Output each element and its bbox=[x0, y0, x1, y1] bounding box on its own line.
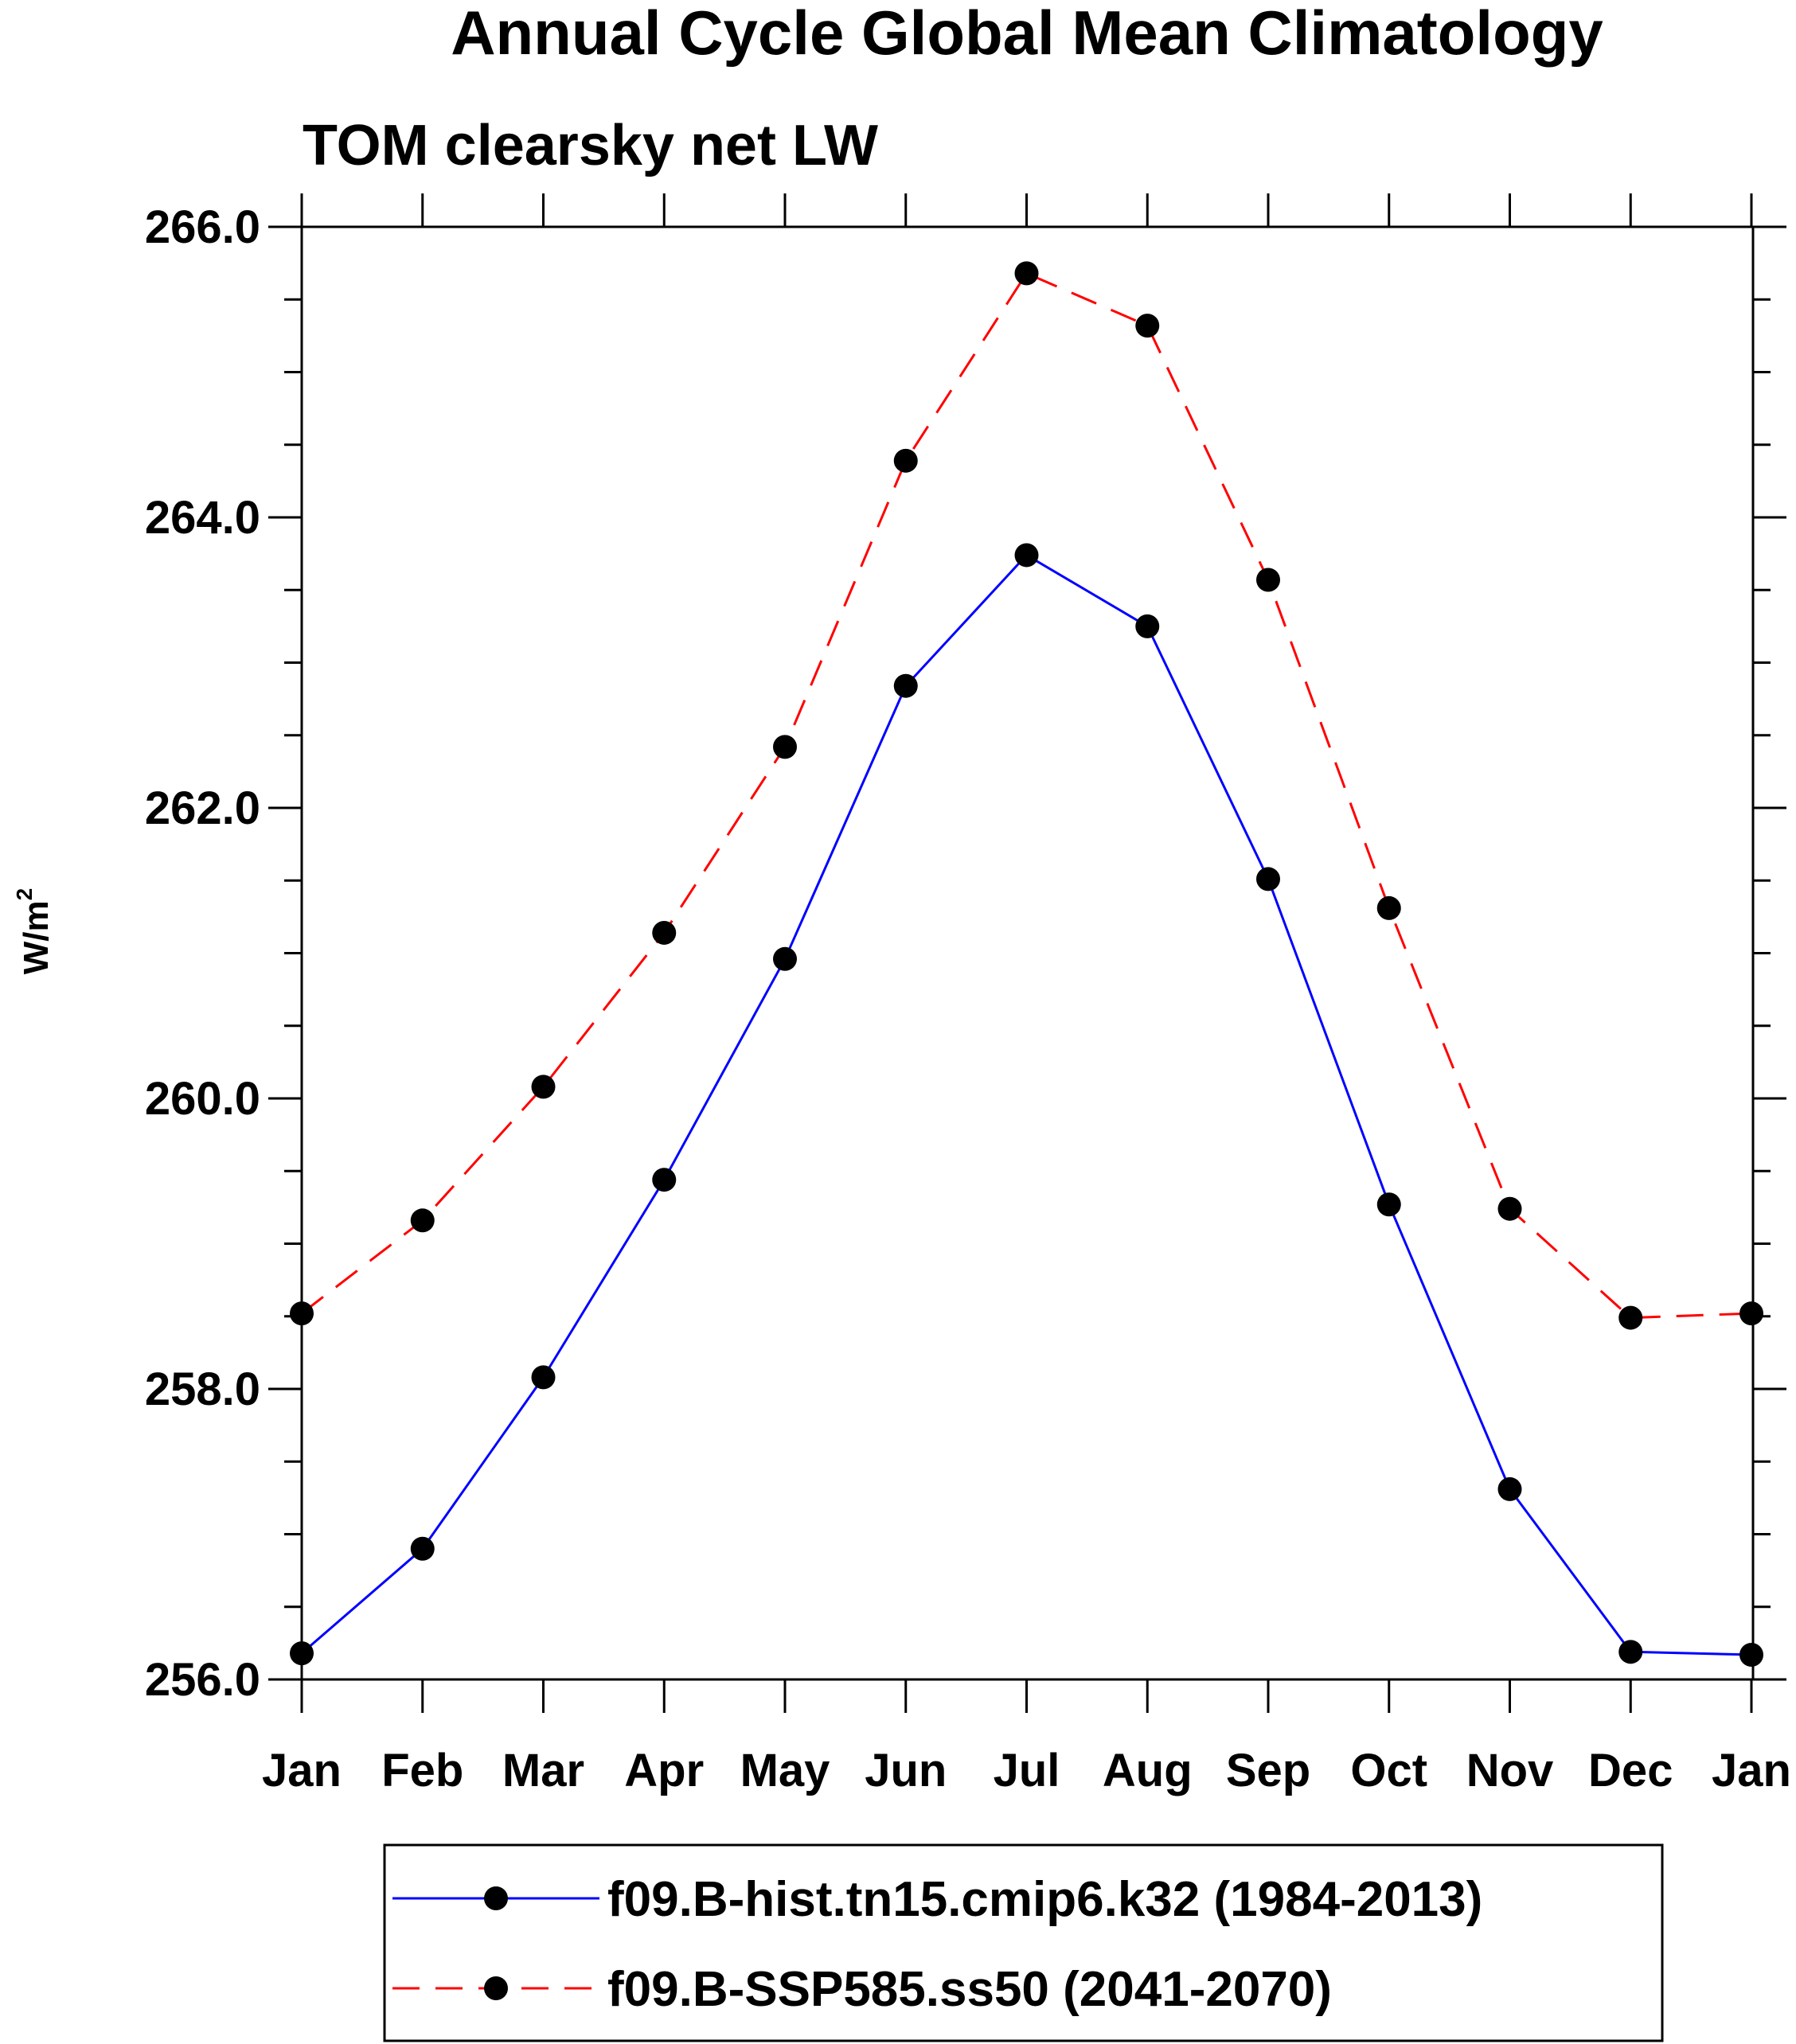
data-point-series-0 bbox=[773, 946, 797, 971]
x-tick-labels: Jan Feb Mar Apr May Jun Jul Aug Sep Oct Nov Dec Jan bbox=[262, 1745, 1791, 1796]
x-tick-label: Dec bbox=[1588, 1745, 1673, 1796]
data-point-series-1 bbox=[893, 448, 918, 473]
data-point-series-0 bbox=[1618, 1640, 1643, 1664]
y-tick-label: 258.0 bbox=[145, 1363, 260, 1415]
series-line-0 bbox=[301, 553, 1752, 1656]
x-tick-label: Mar bbox=[502, 1745, 584, 1796]
data-point-series-1 bbox=[531, 1075, 556, 1099]
chart-subtitle: TOM clearsky net LW bbox=[303, 114, 878, 177]
data-point-series-0 bbox=[1739, 1642, 1763, 1667]
data-point-series-1 bbox=[1256, 568, 1280, 592]
x-tick-label: Sep bbox=[1226, 1745, 1310, 1796]
data-point-series-0 bbox=[1497, 1476, 1522, 1501]
series-lines bbox=[301, 271, 1752, 1656]
data-point-series-0 bbox=[531, 1365, 556, 1390]
y-axis-label: W/m2 bbox=[12, 888, 56, 974]
x-tick-label: Jan bbox=[1712, 1745, 1791, 1796]
data-point-series-0 bbox=[1256, 867, 1280, 891]
series-markers bbox=[290, 261, 1763, 1667]
x-tick-label: May bbox=[740, 1745, 830, 1796]
data-point-series-1 bbox=[1497, 1196, 1522, 1221]
x-tick-label: Aug bbox=[1103, 1745, 1193, 1796]
y-tick-label: 266.0 bbox=[145, 201, 260, 253]
data-point-series-0 bbox=[410, 1536, 435, 1561]
y-tick-labels: 256.0 258.0 260.0 262.0 264.0 266.0 bbox=[145, 201, 260, 1706]
data-point-series-1 bbox=[1135, 314, 1160, 338]
legend-marker-ssp585 bbox=[484, 1976, 508, 2000]
legend: f09.B-hist.tn15.cmip6.k32 (1984-2013) f0… bbox=[383, 1843, 1664, 2042]
x-tick-label: Feb bbox=[381, 1745, 463, 1796]
x-tick-label: Jan bbox=[262, 1745, 342, 1796]
data-point-series-0 bbox=[1135, 614, 1160, 638]
legend-box bbox=[383, 1843, 1664, 2042]
y-tick-label: 256.0 bbox=[145, 1654, 260, 1706]
series-line-1 bbox=[301, 271, 1752, 1320]
x-tick-label: Nov bbox=[1466, 1745, 1554, 1796]
data-point-series-1 bbox=[1014, 261, 1039, 286]
x-tick-label: Oct bbox=[1350, 1745, 1427, 1796]
data-point-series-1 bbox=[1618, 1305, 1643, 1330]
axis-ticks bbox=[268, 193, 1786, 1713]
y-tick-label: 262.0 bbox=[145, 782, 260, 834]
chart-title: Annual Cycle Global Mean Climatology bbox=[451, 0, 1603, 68]
data-point-series-1 bbox=[652, 920, 677, 945]
y-axis-label-superscript: 2 bbox=[12, 888, 37, 901]
legend-label-ssp585: f09.B-SSP585.ss50 (2041-2070) bbox=[607, 1962, 1332, 2017]
plot-frame bbox=[300, 225, 1755, 1681]
data-point-series-1 bbox=[1376, 895, 1401, 920]
x-tick-label: Jun bbox=[865, 1745, 947, 1796]
data-point-series-1 bbox=[773, 735, 797, 759]
y-axis-label-text: W/m bbox=[17, 900, 56, 974]
y-tick-label: 264.0 bbox=[145, 492, 260, 544]
legend-label-hist: f09.B-hist.tn15.cmip6.k32 (1984-2013) bbox=[607, 1872, 1482, 1927]
x-tick-label: Apr bbox=[624, 1745, 704, 1796]
data-point-series-0 bbox=[652, 1168, 677, 1192]
data-point-series-0 bbox=[893, 673, 918, 698]
data-point-series-0 bbox=[1376, 1192, 1401, 1217]
svg-text:W/m2: W/m2 bbox=[12, 888, 56, 974]
x-tick-label: Jul bbox=[994, 1745, 1060, 1796]
y-tick-label: 260.0 bbox=[145, 1073, 260, 1125]
data-point-series-1 bbox=[1739, 1301, 1763, 1326]
legend-marker-hist bbox=[484, 1886, 508, 1910]
data-point-series-0 bbox=[1014, 543, 1039, 568]
data-point-series-1 bbox=[410, 1208, 435, 1233]
